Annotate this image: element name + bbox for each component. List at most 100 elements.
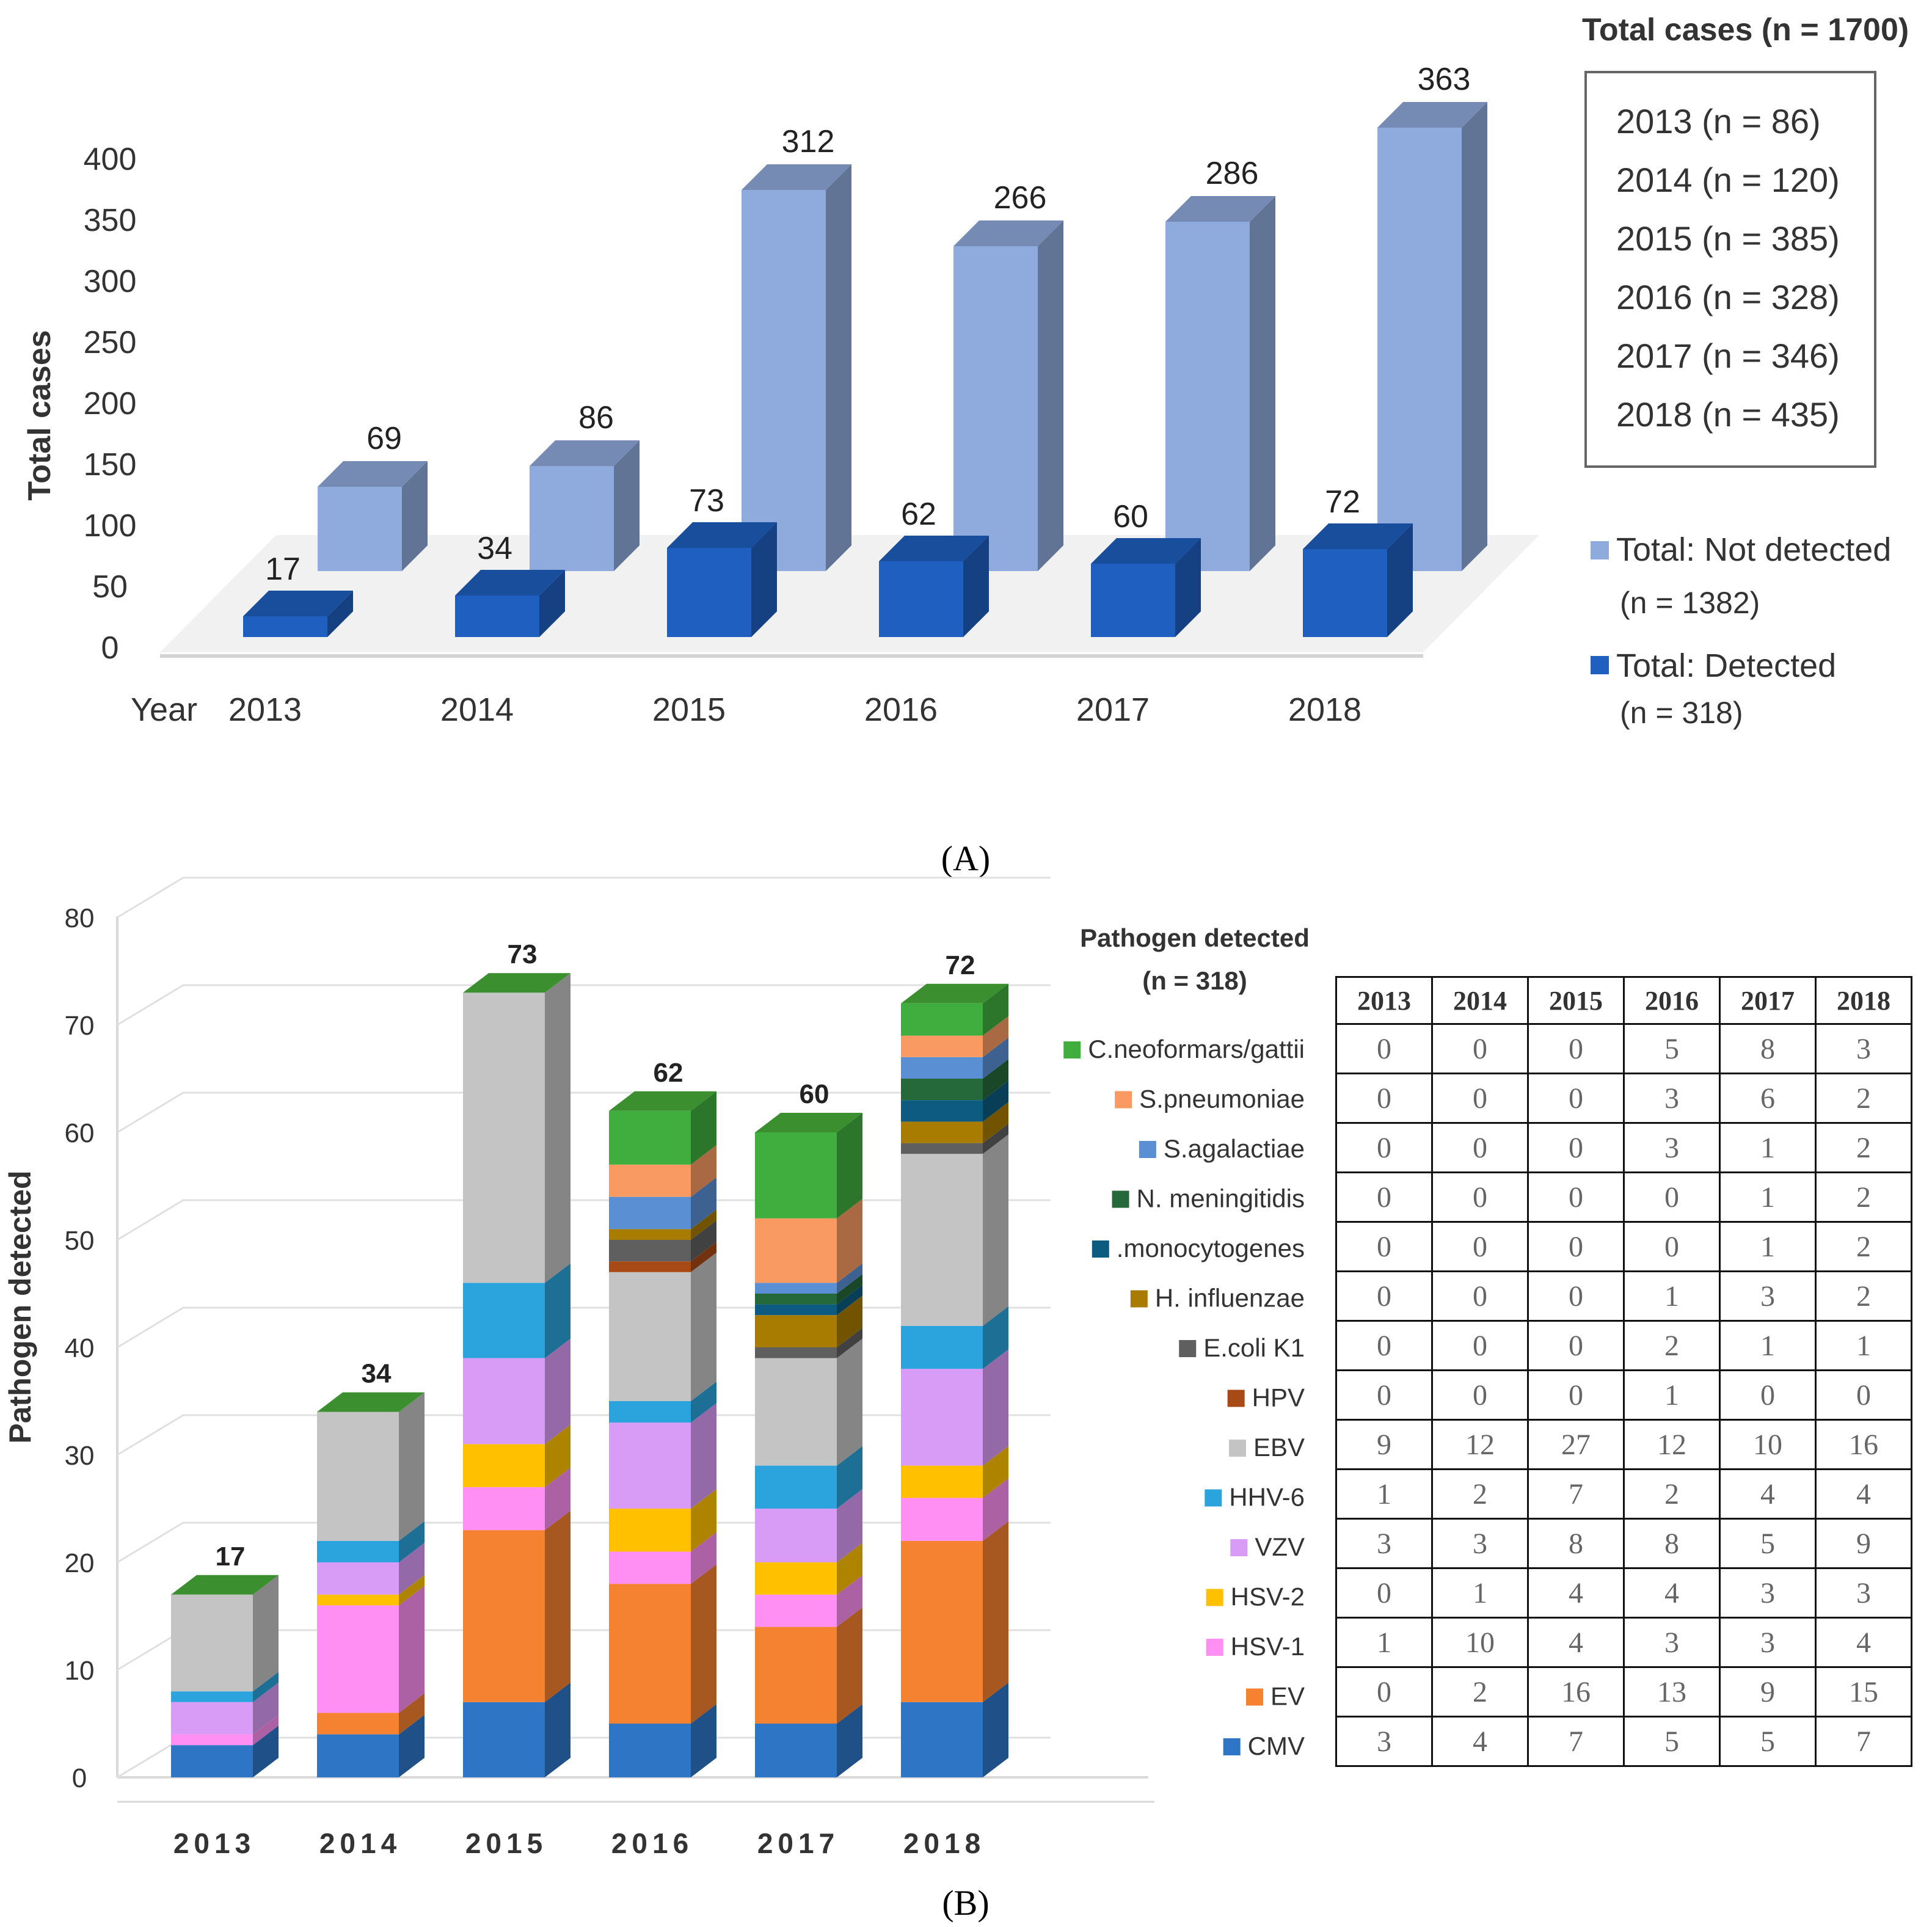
table-cell: 1 bbox=[1719, 1221, 1817, 1272]
table-cell: 15 bbox=[1815, 1666, 1912, 1718]
segment-2016-ebv-front bbox=[609, 1272, 691, 1401]
bar-not-detected-2016-front bbox=[953, 246, 1038, 571]
segment-2015-hsv-2-front bbox=[463, 1444, 545, 1487]
segment-2018--monocytogenes bbox=[901, 1080, 1008, 1122]
chart-a-ytick-250: 250 bbox=[84, 325, 137, 360]
chart-a-ytick-350: 350 bbox=[84, 203, 137, 238]
bar-not-detected-2013-front bbox=[318, 487, 402, 571]
legend-label-cmv: CMV bbox=[1248, 1732, 1305, 1760]
table-cell: 3 bbox=[1335, 1716, 1433, 1767]
legend-label-hhv-6: HHV-6 bbox=[1229, 1483, 1305, 1512]
table-cell: 10 bbox=[1719, 1419, 1817, 1470]
segment-2016-s-agalactiae bbox=[609, 1177, 716, 1229]
table-cell: 1 bbox=[1623, 1369, 1721, 1421]
table-cell: 9 bbox=[1815, 1518, 1912, 1569]
stack-total-2013: 17 bbox=[216, 1542, 246, 1572]
segment-2014-hsv-1-side bbox=[399, 1586, 425, 1713]
stack-top-2014 bbox=[317, 1392, 425, 1412]
segment-2018-s-pneumoniae-front bbox=[901, 1035, 983, 1057]
legend-label-c-neoformars-gattii: C.neoformars/gattii bbox=[1088, 1035, 1305, 1063]
stack-total-2014: 34 bbox=[362, 1359, 392, 1389]
chart-a-x-axis: 2013 2014 2015 2016 2017 2018 bbox=[228, 691, 1362, 728]
segment-2017-hhv-6-front bbox=[755, 1465, 837, 1509]
segment-2017-s-agalactiae bbox=[755, 1263, 862, 1294]
segment-2013-ebv bbox=[171, 1575, 279, 1692]
legend-swatch-hpv bbox=[1227, 1390, 1245, 1407]
segment-2018--monocytogenes-side bbox=[983, 1080, 1008, 1122]
segment-2016-hhv-6-side bbox=[691, 1382, 716, 1423]
chart-a-detected-bars: 17 34 73 62 60 72 bbox=[243, 483, 1413, 637]
chart-b-x-axis: 2013 2014 2015 2016 2017 2018 bbox=[117, 1801, 1154, 1859]
bar-not-detected-2018-side bbox=[1462, 102, 1487, 571]
table-cell: 4 bbox=[1527, 1567, 1625, 1619]
chart-a-xtick-2016: 2016 bbox=[864, 691, 938, 728]
bar-not-detected-2017-front bbox=[1165, 222, 1250, 571]
segment-2015-vzv bbox=[463, 1338, 570, 1444]
legend-label-detected: Total: Detected bbox=[1616, 647, 1836, 684]
segment-2013-ebv-front bbox=[171, 1594, 253, 1692]
segment-2016-s-pneumoniae-side bbox=[691, 1145, 716, 1197]
stack-total-2018: 72 bbox=[946, 950, 975, 980]
bar-detected-2018-side bbox=[1387, 523, 1413, 637]
stack-top-2018 bbox=[901, 983, 1008, 1004]
table-cell: 13 bbox=[1623, 1666, 1721, 1718]
table-cell: 0 bbox=[1527, 1369, 1625, 1421]
segment-2016-ebv-side bbox=[691, 1252, 716, 1401]
segment-2014-hhv-6-side bbox=[399, 1521, 425, 1562]
chart-a-xtick-2013: 2013 bbox=[228, 691, 302, 728]
segment-2013-vzv-side bbox=[253, 1682, 279, 1735]
segment-2013-cmv bbox=[171, 1725, 279, 1777]
label-detected-2013: 17 bbox=[265, 552, 301, 587]
stack-total-2015: 73 bbox=[508, 939, 538, 969]
segment-2014-vzv bbox=[317, 1543, 425, 1595]
segment-2017-s-agalactiae-side bbox=[837, 1263, 862, 1294]
chart-b-ytick-30: 30 bbox=[65, 1441, 95, 1471]
segment-2015-cmv bbox=[463, 1682, 570, 1777]
table-header-2013: 2013 bbox=[1335, 976, 1433, 1025]
table-cell: 0 bbox=[1431, 1270, 1529, 1322]
segment-2018-hsv-2-front bbox=[901, 1465, 983, 1498]
segment-2018-cmv-side bbox=[983, 1682, 1008, 1777]
panel-label-a: (A) bbox=[941, 839, 991, 878]
table-cell: 0 bbox=[1527, 1221, 1625, 1272]
table-cell: 0 bbox=[1527, 1270, 1625, 1322]
segment-2018-vzv-side bbox=[983, 1349, 1008, 1466]
segment-2018-vzv bbox=[901, 1349, 1008, 1466]
table-cell: 3 bbox=[1815, 1023, 1912, 1074]
segment-2014-ebv-front bbox=[317, 1412, 399, 1541]
table-cell: 0 bbox=[1335, 1369, 1433, 1421]
bar-detected-2018-top bbox=[1303, 523, 1413, 549]
label-detected-2016: 62 bbox=[901, 497, 936, 532]
legend-label-hsv-2: HSV-2 bbox=[1231, 1583, 1305, 1611]
segment-2017-s-agalactiae-front bbox=[755, 1283, 837, 1294]
segment-2016-cmv-side bbox=[691, 1704, 716, 1777]
table-cell: 0 bbox=[1431, 1023, 1529, 1074]
table-cell: 1 bbox=[1719, 1171, 1817, 1223]
label-detected-2017: 60 bbox=[1113, 499, 1148, 534]
chart-a-xtick-2014: 2014 bbox=[440, 691, 514, 728]
segment-2014-vzv-side bbox=[399, 1543, 425, 1595]
segment-2016-ev-side bbox=[691, 1564, 716, 1724]
segment-2017-e-coli-k1-side bbox=[837, 1328, 862, 1358]
segment-2015-ev bbox=[463, 1510, 570, 1702]
table-cell: 10 bbox=[1431, 1617, 1529, 1668]
segment-2016-hpv-side bbox=[691, 1242, 716, 1272]
chart-a-ytick-400: 400 bbox=[84, 142, 137, 177]
segment-2016-hsv-1 bbox=[609, 1532, 716, 1584]
table-header-2015: 2015 bbox=[1527, 976, 1625, 1025]
chart-a-ylabel: Total cases bbox=[22, 330, 57, 500]
segment-2016-e-coli-k1 bbox=[609, 1220, 716, 1262]
table-cell: 2 bbox=[1815, 1122, 1912, 1173]
table-cell: 5 bbox=[1623, 1716, 1721, 1767]
segment-2017-s-pneumoniae bbox=[755, 1198, 862, 1283]
table-cell: 0 bbox=[1623, 1221, 1721, 1272]
chart-b-legend: C.neoformars/gattii S.pneumoniae S.agalact… bbox=[1063, 1035, 1305, 1760]
stack-top-2016 bbox=[609, 1091, 716, 1111]
segment-2018-e-coli-k1-side bbox=[983, 1123, 1008, 1154]
segment-2015-hsv-1-side bbox=[545, 1467, 570, 1531]
segment-2017--monocytogenes bbox=[755, 1284, 862, 1316]
segment-2018-n-meningitidis-front bbox=[901, 1079, 983, 1101]
segment-2017-hsv-1-front bbox=[755, 1594, 837, 1627]
segment-2017-h-influenzae-side bbox=[837, 1295, 862, 1347]
chart-a-ytick-150: 150 bbox=[84, 447, 137, 483]
